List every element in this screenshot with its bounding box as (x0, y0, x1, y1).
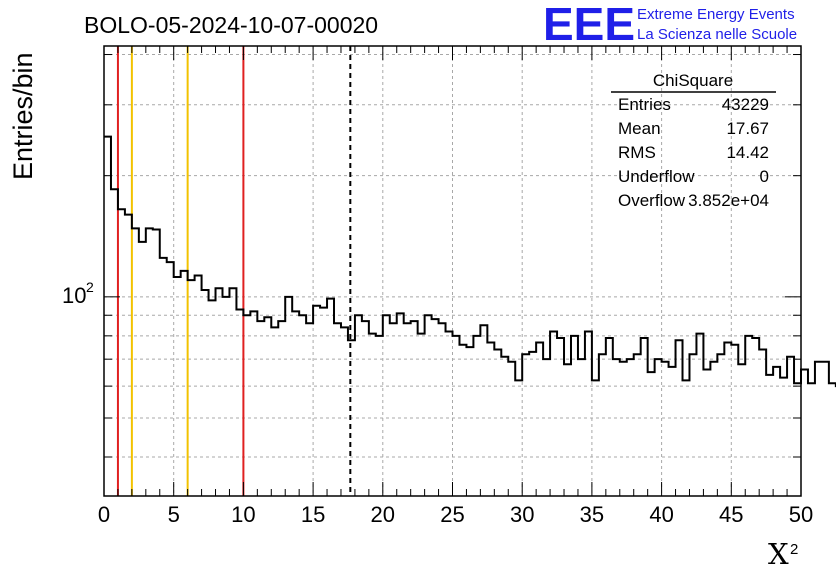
y-tick-label-base: 10 (62, 283, 86, 308)
logo-line-1: Extreme Energy Events (637, 6, 795, 23)
logo-line-2: La Scienza nelle Scuole (637, 26, 797, 43)
x-tick-label: 30 (510, 502, 534, 527)
x-tick-label: 40 (649, 502, 673, 527)
stats-row-label: Underflow (618, 167, 695, 186)
x-axis-label: X 2 (768, 537, 798, 571)
logo-text: EEE (543, 0, 635, 50)
histogram-line (104, 135, 836, 388)
x-tick-label: 35 (580, 502, 604, 527)
grid (104, 46, 801, 496)
x-tick-label: 50 (789, 502, 813, 527)
x-tick-label: 5 (168, 502, 180, 527)
x-tick-label: 0 (98, 502, 110, 527)
stats-row-value: 17.67 (726, 119, 769, 138)
x-tick-label: 20 (371, 502, 395, 527)
x-axis: 0 5 10 15 20 25 30 35 40 45 50 (98, 46, 813, 527)
x-tick-label: 10 (231, 502, 255, 527)
chart-title: BOLO-05-2024-10-07-00020 (84, 12, 378, 38)
stats-row-label: Mean (618, 119, 661, 138)
y-axis: 10 2 (62, 54, 801, 458)
y-tick-label-exp: 2 (86, 279, 94, 295)
stats-row-value: 3.852e+04 (688, 191, 769, 210)
stats-row-value: 43229 (722, 95, 769, 114)
x-tick-label: 15 (301, 502, 325, 527)
x-tick-label: 25 (440, 502, 464, 527)
stats-row-value: 14.42 (726, 143, 769, 162)
stats-row-value: 0 (760, 167, 769, 186)
stats-row-label: Entries (618, 95, 671, 114)
stats-row-label: Overflow (618, 191, 686, 210)
histogram-bars (104, 135, 836, 388)
stats-title: ChiSquare (653, 71, 733, 90)
x-axis-label-main: X (768, 537, 789, 571)
x-tick-label: 45 (719, 502, 743, 527)
y-axis-label: Entries/bin (8, 52, 38, 180)
stats-box: ChiSquare Entries 43229 Mean 17.67 RMS 14.42 U… (611, 71, 776, 210)
x-axis-label-superscript: 2 (790, 541, 798, 558)
marker-lines (116, 46, 352, 496)
stats-row-label: RMS (618, 143, 656, 162)
eee-logo: EEE Extreme Energy Events La Scienza nel… (543, 0, 797, 50)
